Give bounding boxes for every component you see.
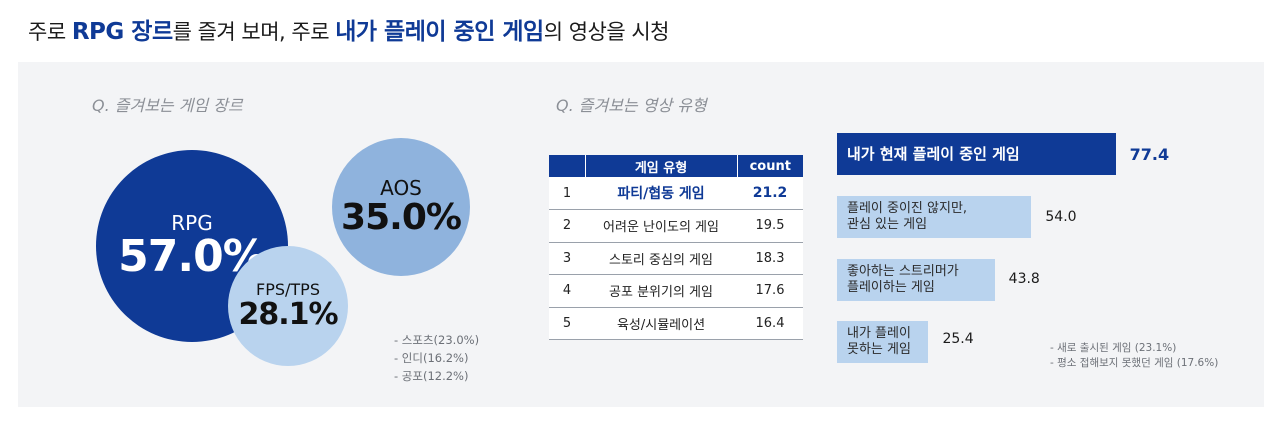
table-header-type: 게임 유형 [584, 155, 737, 177]
table-cell-rank: 2 [549, 209, 585, 243]
headline-part-2: 를 즐겨 보며, 주로 [172, 20, 336, 44]
table-header-count: count [736, 155, 803, 177]
video-note: - 평소 접해보지 못했던 게임 (17.6%) [1050, 357, 1219, 369]
aos-bubble-name: AOS [380, 176, 422, 201]
table-cell-count: 19.5 [737, 209, 803, 243]
table-row: 5 육성/시뮬레이션 16.4 [549, 307, 803, 340]
fps-tps-bubble-name: FPS/TPS [256, 280, 320, 300]
game-type-table: 게임 유형 count 1 파티/협동 게임 21.2 2 어려운 난이도의 게… [549, 155, 803, 340]
video-bar-3: 좋아하는 스트리머가 플레이하는 게임 [837, 259, 995, 301]
video-question: Q. 즐겨보는 영상 유형 [556, 96, 707, 115]
fps-tps-bubble-value: 28.1% [238, 297, 338, 333]
table-cell-type: 파티/협동 게임 [585, 177, 737, 210]
video-note: - 새로 출시된 게임 (23.1%) [1050, 342, 1177, 354]
table-cell-type: 스토리 중심의 게임 [585, 242, 737, 275]
table-cell-rank: 3 [549, 242, 585, 275]
video-bar-label: 내가 현재 플레이 중인 게임 [847, 144, 1020, 163]
video-bar-label-line: 내가 플레이 [847, 325, 911, 341]
video-extra-notes: - 새로 출시된 게임 (23.1%) - 평소 접해보지 못했던 게임 (17… [1050, 341, 1218, 371]
table-cell-type: 어려운 난이도의 게임 [585, 209, 737, 243]
video-bar-value: 54.0 [1045, 209, 1077, 225]
video-bar-value: 25.4 [942, 331, 974, 347]
genre-note: - 인디(16.2%) [394, 351, 469, 365]
table-cell-type: 육성/시뮬레이션 [585, 307, 737, 340]
table-cell-count: 18.3 [737, 242, 803, 275]
table-row: 4 공포 분위기의 게임 17.6 [549, 274, 803, 308]
table-row: 3 스토리 중심의 게임 18.3 [549, 242, 803, 275]
table-cell-count: 21.2 [737, 177, 803, 210]
video-bar-value: 43.8 [1008, 271, 1040, 287]
headline: 주로 RPG 장르를 즐겨 보며, 주로 내가 플레이 중인 게임의 영상을 시… [28, 12, 669, 46]
table-cell-rank: 1 [549, 177, 585, 210]
genre-note: - 공포(12.2%) [394, 369, 469, 383]
aos-bubble: AOS 35.0% [332, 138, 470, 276]
genre-question: Q. 즐겨보는 게임 장르 [92, 96, 243, 115]
video-bar-1: 내가 현재 플레이 중인 게임 [837, 133, 1116, 175]
aos-bubble-value: 35.0% [341, 197, 462, 239]
table-cell-count: 16.4 [737, 307, 803, 340]
table-header-rank [549, 155, 585, 177]
headline-highlight-1: RPG 장르 [71, 19, 173, 45]
table-row: 2 어려운 난이도의 게임 19.5 [549, 209, 803, 243]
table-cell-rank: 4 [549, 274, 585, 308]
fps-tps-bubble: FPS/TPS 28.1% [228, 246, 348, 366]
video-bar-value: 77.4 [1129, 145, 1170, 164]
video-bar-label-line: 좋아하는 스트리머가 [847, 263, 959, 279]
table-row: 1 파티/협동 게임 21.2 [549, 177, 803, 210]
headline-highlight-2: 내가 플레이 중인 게임 [335, 19, 544, 45]
video-bar-4: 내가 플레이 못하는 게임 [837, 321, 929, 363]
video-bar-label-line: 플레이 중이진 않지만, [847, 200, 968, 216]
video-bar-label-line: 못하는 게임 [847, 342, 911, 357]
video-bar-label-line: 관심 있는 게임 [847, 217, 928, 232]
table-cell-rank: 5 [549, 307, 585, 340]
table-cell-type: 공포 분위기의 게임 [585, 274, 737, 308]
headline-part-3: 의 영상을 시청 [543, 20, 670, 44]
video-bar-label-line: 플레이하는 게임 [847, 280, 935, 295]
headline-part-1: 주로 [28, 20, 72, 44]
video-bar-2: 플레이 중이진 않지만, 관심 있는 게임 [837, 196, 1032, 238]
genre-note: - 스포츠(23.0%) [394, 333, 480, 347]
table-cell-count: 17.6 [737, 274, 803, 308]
genre-extra-notes: - 스포츠(23.0%) - 인디(16.2%) - 공포(12.2%) [394, 331, 479, 385]
rpg-bubble-name: RPG [171, 210, 213, 235]
